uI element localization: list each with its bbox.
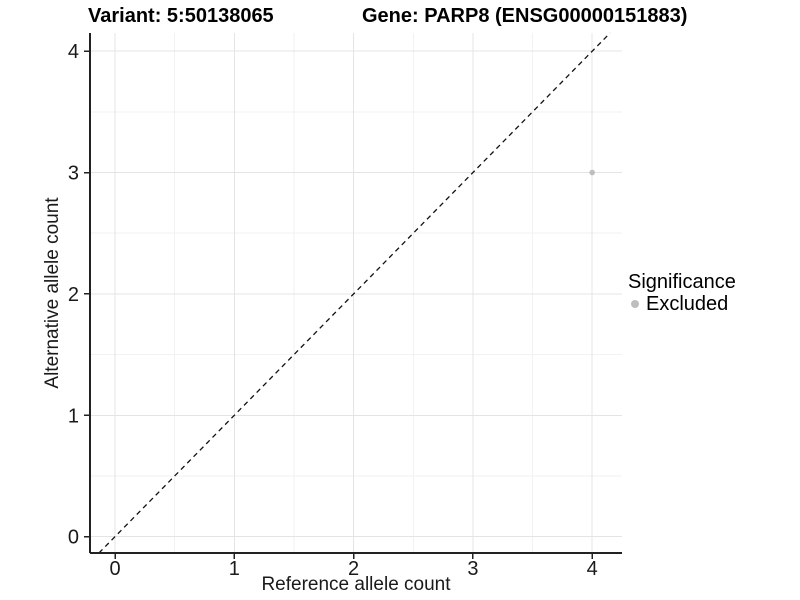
data-point [589, 169, 595, 176]
legend: Significance Excluded [628, 271, 736, 315]
legend-item-label: Excluded [646, 293, 729, 315]
x-axis-label: Reference allele count [261, 574, 451, 595]
legend-title: Significance [628, 271, 736, 293]
svg-text:4: 4 [587, 558, 598, 580]
svg-text:0: 0 [68, 527, 79, 549]
title-gene: Gene: PARP8 (ENSG00000151883) [362, 5, 688, 27]
svg-text:0: 0 [109, 558, 120, 580]
svg-text:3: 3 [467, 558, 478, 580]
excluded-dot-icon [631, 300, 639, 308]
title-variant: Variant: 5:50138065 [88, 5, 274, 27]
y-axis-label: Alternative allele count [42, 197, 63, 389]
svg-text:4: 4 [68, 41, 79, 63]
legend-item-excluded: Excluded [628, 293, 736, 315]
svg-text:2: 2 [68, 284, 79, 306]
svg-text:1: 1 [68, 405, 79, 427]
svg-text:1: 1 [229, 558, 240, 580]
svg-text:2: 2 [348, 558, 359, 580]
svg-text:3: 3 [68, 163, 79, 185]
